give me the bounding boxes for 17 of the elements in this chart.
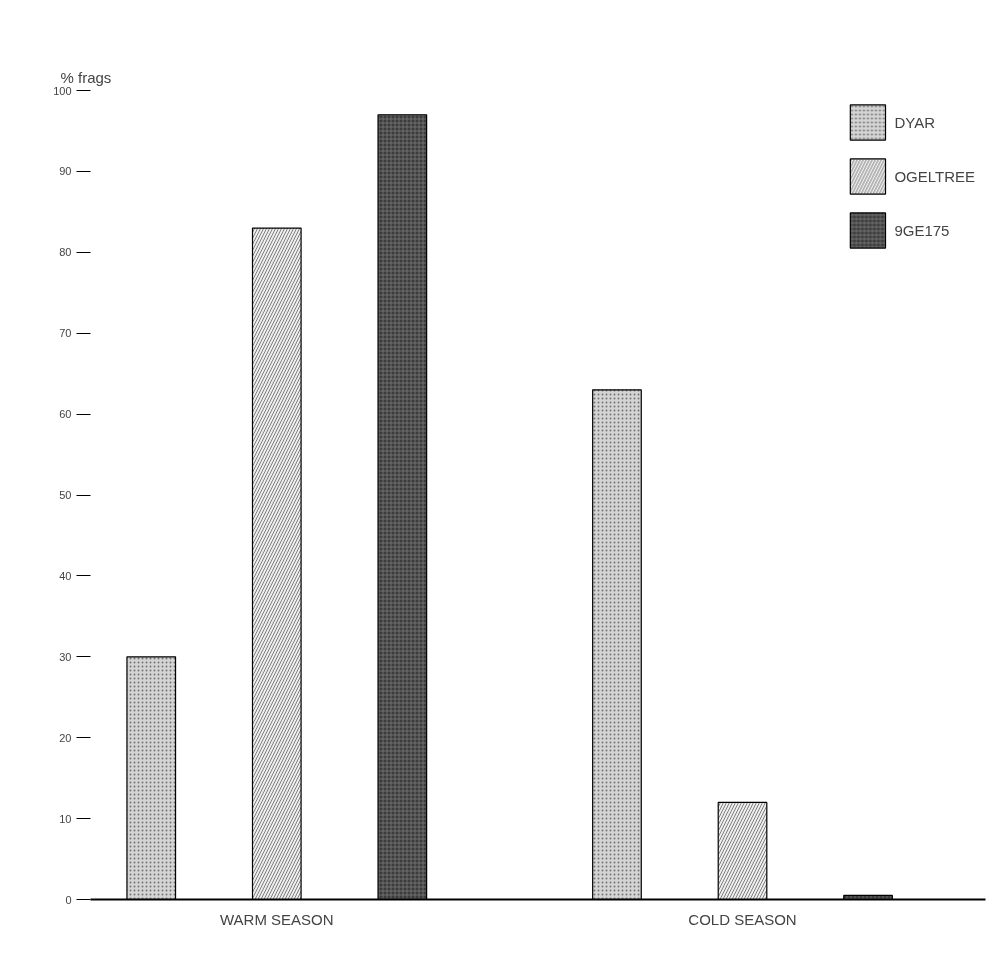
legend-label: 9GE175 <box>894 221 950 239</box>
y-tick-label: 100 <box>53 84 72 97</box>
y-tick-label: 30 <box>59 650 72 663</box>
y-tick-label: 50 <box>59 489 72 501</box>
y-tick-label: 20 <box>59 731 72 744</box>
y-tick-label: 70 <box>59 327 72 340</box>
y-axis-title: % frags <box>60 68 112 86</box>
y-tick-label: 40 <box>59 569 72 582</box>
x-tick-label: COLD SEASON <box>688 910 797 928</box>
x-tick-label: WARM SEASON <box>219 910 334 928</box>
y-tick-label: 0 <box>65 893 72 906</box>
y-tick-label: 60 <box>59 408 72 421</box>
y-tick-label: 80 <box>59 246 72 259</box>
y-tick-label: 90 <box>59 165 72 178</box>
y-tick-label: 10 <box>59 812 72 825</box>
legend-label: DYAR <box>894 113 935 131</box>
legend-label: OGELTREE <box>894 167 975 185</box>
